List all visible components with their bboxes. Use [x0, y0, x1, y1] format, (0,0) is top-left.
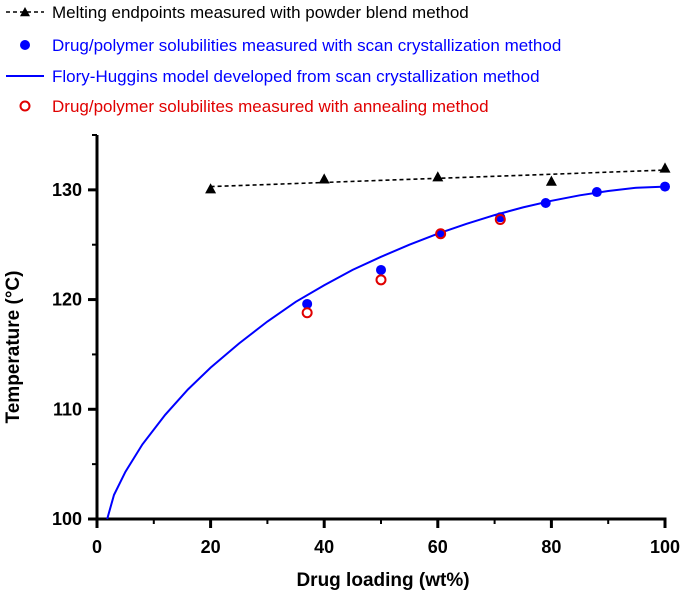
legend: Melting endpoints measured with powder b… [6, 3, 561, 116]
scan-solubility-marker [591, 187, 602, 198]
legend-label: Melting endpoints measured with powder b… [52, 3, 469, 22]
y-tick-label: 100 [52, 509, 82, 529]
y-tick-label: 130 [52, 180, 82, 200]
x-tick-label: 80 [541, 537, 561, 557]
annealing-solubility-marker [301, 307, 313, 319]
legend-symbol-annealing [19, 100, 31, 112]
scan-solubility-marker [302, 298, 313, 309]
x-tick-label: 0 [92, 537, 102, 557]
x-tick-label: 60 [428, 537, 448, 557]
annealing-solubility-marker [435, 228, 447, 240]
x-axis-title: Drug loading (wt%) [296, 570, 469, 591]
annealing-solubility-marker [375, 274, 387, 286]
x-tick-label: 100 [650, 537, 680, 557]
flory-huggins-curve [106, 185, 666, 520]
legend-symbol-scan [20, 40, 30, 50]
melting-point-marker [432, 171, 444, 182]
plot-area [106, 162, 671, 520]
legend-label: Drug/polymer solubilites measured with a… [52, 97, 489, 116]
scan-solubility-marker [540, 198, 551, 209]
legend-label: Flory-Huggins model developed from scan … [52, 67, 540, 86]
scan-solubility-marker [376, 264, 386, 275]
melting-point-marker [659, 162, 671, 173]
x-tick-label: 40 [314, 537, 334, 557]
legend-symbol-melting-marker [20, 7, 30, 17]
y-tick-label: 120 [52, 290, 82, 310]
melting-point-marker [318, 173, 330, 184]
y-axis-title: Temperature (°C) [3, 271, 24, 424]
scan-solubility-marker [435, 228, 446, 239]
axes: 0 20 40 60 80 100 100 110 120 130 [52, 134, 680, 557]
x-tick-label: 20 [201, 537, 221, 557]
melting-point-marker [205, 183, 217, 194]
legend-label: Drug/polymer solubilities measured with … [52, 36, 561, 55]
annealing-solubility-marker [494, 213, 506, 225]
y-tick-label: 110 [53, 399, 82, 419]
melting-point-marker [545, 175, 557, 186]
scan-solubility-marker [660, 181, 670, 192]
